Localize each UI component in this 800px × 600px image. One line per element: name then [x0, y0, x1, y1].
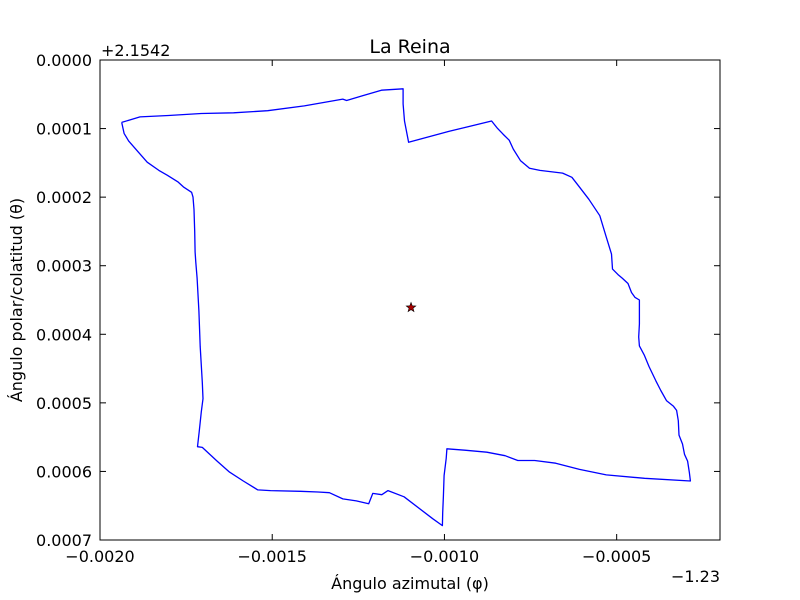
x-axis-label: Ángulo azimutal (φ) [331, 574, 489, 593]
y-tick-label: 0.0004 [36, 325, 92, 344]
y-tick-label: 0.0003 [36, 257, 92, 276]
x-offset-label: −1.23 [671, 567, 720, 586]
x-tick-label: −0.0005 [582, 547, 651, 566]
y-axis-label: Ángulo polar/colatitud (θ) [7, 198, 26, 402]
y-tick-label: 0.0002 [36, 188, 92, 207]
chart-title: La Reina [369, 36, 450, 58]
y-tick-label: 0.0001 [36, 120, 92, 139]
series-line-boundary [121, 88, 692, 527]
center-star-marker [405, 301, 417, 313]
y-offset-label: +2.1542 [101, 41, 170, 60]
y-tick-label: 0.0000 [36, 51, 92, 70]
y-axis-ticks: 0.0000 0.0001 0.0002 0.0003 0.0004 0.0005 0.00… [36, 51, 720, 550]
x-tick-label: −0.0010 [410, 547, 479, 566]
y-tick-label: 0.0005 [36, 394, 92, 413]
x-tick-label: −0.0015 [238, 547, 307, 566]
y-tick-label: 0.0007 [36, 531, 92, 550]
x-axis-ticks: −0.0020 −0.0015 −0.0010 −0.0005 [65, 60, 651, 566]
plot-frame [99, 59, 721, 541]
x-tick-label: −0.0020 [65, 547, 134, 566]
y-tick-label: 0.0006 [36, 462, 92, 481]
